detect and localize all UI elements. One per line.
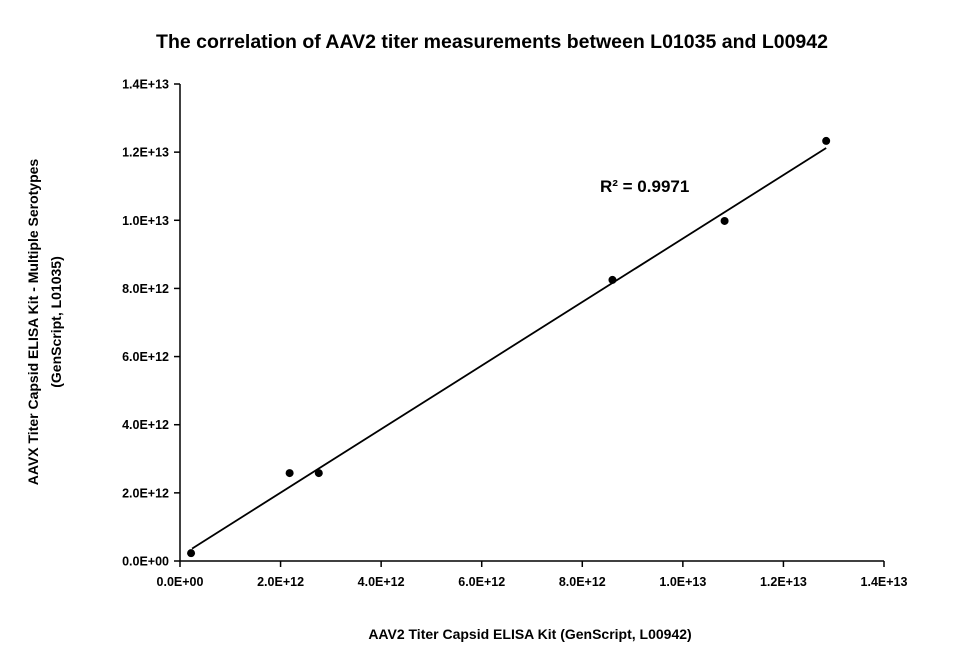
y-tick-label: 4.0E+12 <box>122 418 169 432</box>
x-tick-label: 1.0E+13 <box>659 575 706 589</box>
y-tick-label: 0.0E+00 <box>122 555 169 569</box>
data-point <box>720 216 729 225</box>
y-axis-label-line2: (GenScript, L01035) <box>48 256 64 388</box>
data-point <box>285 469 294 478</box>
x-tick-label: 1.2E+13 <box>760 575 807 589</box>
y-tick-label: 1.0E+13 <box>122 214 169 228</box>
y-tick-label: 1.2E+13 <box>122 146 169 160</box>
x-tick-label: 4.0E+12 <box>358 575 405 589</box>
chart-title: The correlation of AAV2 titer measuremen… <box>156 31 828 53</box>
x-tick-label: 1.4E+13 <box>861 575 908 589</box>
x-tick-label: 0.0E+00 <box>157 575 204 589</box>
x-axis-label: AAV2 Titer Capsid ELISA Kit (GenScript, … <box>368 626 691 642</box>
y-tick-label: 6.0E+12 <box>122 350 169 364</box>
y-tick-label: 8.0E+12 <box>122 282 169 296</box>
x-tick-label: 2.0E+12 <box>257 575 304 589</box>
x-tick-label: 6.0E+12 <box>458 575 505 589</box>
x-tick-label: 8.0E+12 <box>559 575 606 589</box>
trendline <box>191 147 827 550</box>
data-point <box>187 549 196 558</box>
data-point <box>314 469 323 478</box>
y-axis-label-line1: AAVX Titer Capsid ELISA Kit - Multiple S… <box>25 159 41 486</box>
r-squared-annotation: R² = 0.9971 <box>600 177 689 196</box>
y-tick-label: 2.0E+12 <box>122 486 169 500</box>
data-point <box>608 275 617 284</box>
data-point <box>822 136 831 145</box>
y-tick-label: 1.4E+13 <box>122 78 169 92</box>
